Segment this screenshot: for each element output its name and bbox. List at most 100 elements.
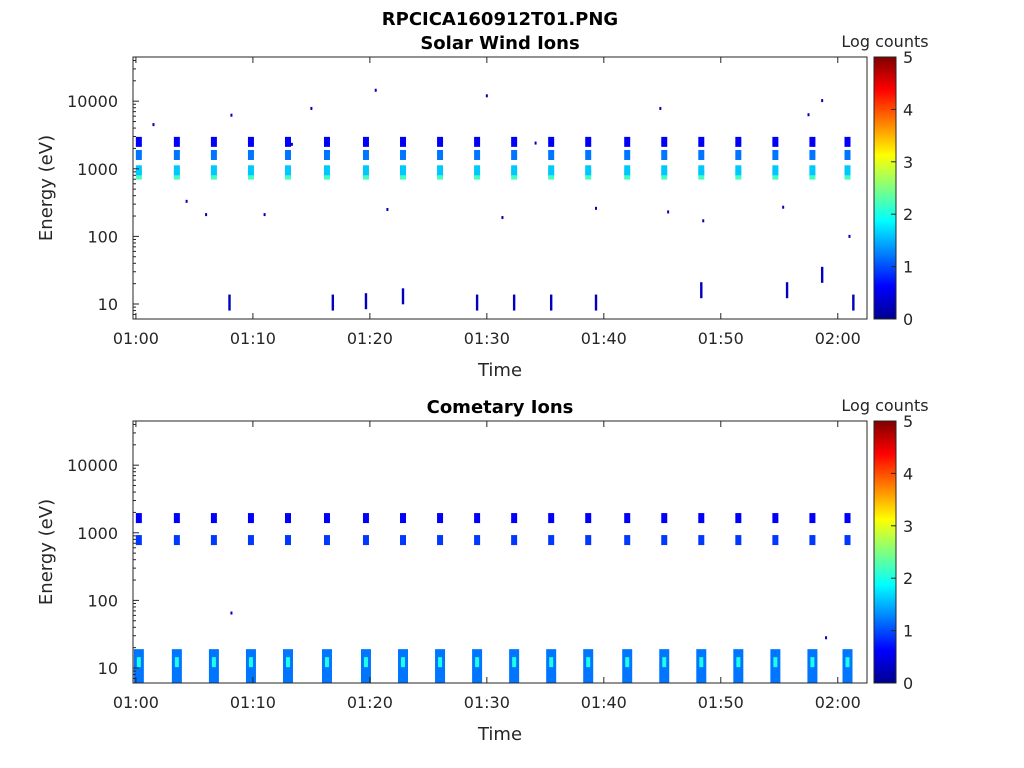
burst-cell xyxy=(400,136,407,147)
burst-cell xyxy=(585,535,592,546)
colorbar-tick-label: 1 xyxy=(903,622,913,641)
burst-cell xyxy=(772,136,779,147)
burst-cell xyxy=(437,535,444,546)
burst-cell xyxy=(511,165,518,176)
low-energy-burst-core xyxy=(662,657,667,668)
burst-cell xyxy=(284,513,291,524)
burst-cell xyxy=(809,136,816,147)
burst-cell xyxy=(698,535,705,546)
scatter-point xyxy=(807,113,810,117)
burst-cell xyxy=(511,513,518,524)
scatter-point xyxy=(501,216,504,220)
x-axis-label: Time xyxy=(477,724,522,745)
burst-cell xyxy=(698,165,705,176)
burst-cell xyxy=(624,149,631,160)
low-energy-burst-core xyxy=(586,657,591,668)
burst-cell xyxy=(661,149,668,160)
burst-cell xyxy=(362,513,369,524)
burst-cell xyxy=(474,136,481,147)
axes-frame xyxy=(132,56,868,320)
colorbar-label: Log counts xyxy=(841,396,928,415)
scatter-point xyxy=(205,213,208,217)
colorbar-tick-label: 1 xyxy=(903,258,913,277)
solar-wind-ions-panel: Solar Wind Ions 01:00 01:10 01:20 01:30 01:4… xyxy=(36,32,929,381)
x-tick-label: 01:50 xyxy=(698,329,744,348)
colorbar-tick-label: 2 xyxy=(903,569,913,588)
burst-cell xyxy=(173,513,180,524)
scatter-point xyxy=(702,219,705,223)
burst-cell xyxy=(323,149,330,160)
burst-cell xyxy=(400,535,407,546)
burst-cell xyxy=(735,149,742,160)
colorbar-tick-label: 4 xyxy=(903,100,913,119)
burst-cell xyxy=(247,513,254,524)
burst-cell xyxy=(548,513,555,524)
burst-cell xyxy=(362,149,369,160)
burst-cell xyxy=(698,136,705,147)
burst-cell xyxy=(809,149,816,160)
burst-cell xyxy=(173,535,180,546)
burst-cell xyxy=(548,149,555,160)
scatter-point xyxy=(534,141,537,145)
low-energy-burst-core xyxy=(773,657,778,668)
burst-cell xyxy=(809,513,816,524)
burst-cell xyxy=(210,513,217,524)
colorbar xyxy=(873,420,897,684)
burst-cell xyxy=(548,165,555,176)
low-energy-streak xyxy=(331,294,335,311)
burst-cell xyxy=(548,535,555,546)
y-tick-label: 10 xyxy=(98,295,118,314)
burst-cell xyxy=(437,513,444,524)
x-axis-label: Time xyxy=(477,360,522,381)
x-tick-label: 01:10 xyxy=(230,693,276,712)
low-energy-burst-core xyxy=(810,657,815,668)
scatter-point xyxy=(848,234,851,238)
x-tick-label: 01:00 xyxy=(113,693,159,712)
burst-cell xyxy=(284,136,291,147)
low-energy-burst-core xyxy=(285,657,290,668)
y-tick-label: 10 xyxy=(98,659,118,678)
figure-title: RPCICA160912T01.PNG xyxy=(382,9,618,30)
plot-area xyxy=(135,88,855,311)
burst-cell xyxy=(585,149,592,160)
scatter-point xyxy=(152,123,155,127)
colorbar-tick-label: 5 xyxy=(903,48,913,67)
low-energy-streak xyxy=(364,293,368,310)
burst-cell xyxy=(173,165,180,176)
axis-ticks: 01:00 01:10 01:20 01:30 01:40 01:50 02:00 10 100… xyxy=(67,57,861,348)
burst-cell xyxy=(284,165,291,176)
low-energy-burst-core xyxy=(699,657,704,668)
x-tick-label: 02:00 xyxy=(815,693,861,712)
axis-ticks: 01:00 01:10 01:20 01:30 01:40 01:50 02:00 10 100… xyxy=(67,421,861,712)
burst-cell xyxy=(772,513,779,524)
burst-cell xyxy=(135,535,142,546)
scatter-point xyxy=(595,206,598,210)
y-tick-label: 100 xyxy=(87,591,118,610)
burst-cell xyxy=(698,149,705,160)
low-energy-burst-core xyxy=(512,657,517,668)
burst-cell xyxy=(173,136,180,147)
burst-cell xyxy=(585,165,592,176)
burst-cell xyxy=(844,535,851,546)
low-energy-burst-core xyxy=(211,657,216,668)
low-energy-burst-core xyxy=(625,657,630,668)
burst-cell xyxy=(210,149,217,160)
scatter-point xyxy=(263,213,266,217)
burst-cell xyxy=(437,136,444,147)
colorbar-ticks: 0 1 2 3 4 5 xyxy=(891,48,913,329)
y-tick-label: 1000 xyxy=(77,524,118,543)
burst-cell xyxy=(735,535,742,546)
x-tick-label: 01:20 xyxy=(347,693,393,712)
burst-cell xyxy=(624,136,631,147)
colorbar-tick-label: 5 xyxy=(903,412,913,431)
scatter-point xyxy=(825,636,828,640)
burst-cell xyxy=(624,535,631,546)
burst-cell xyxy=(661,513,668,524)
scatter-point xyxy=(667,210,670,214)
burst-cell xyxy=(135,513,142,524)
burst-cell xyxy=(323,513,330,524)
burst-cell xyxy=(474,149,481,160)
low-energy-streak xyxy=(785,282,789,299)
low-energy-streak xyxy=(549,294,553,311)
